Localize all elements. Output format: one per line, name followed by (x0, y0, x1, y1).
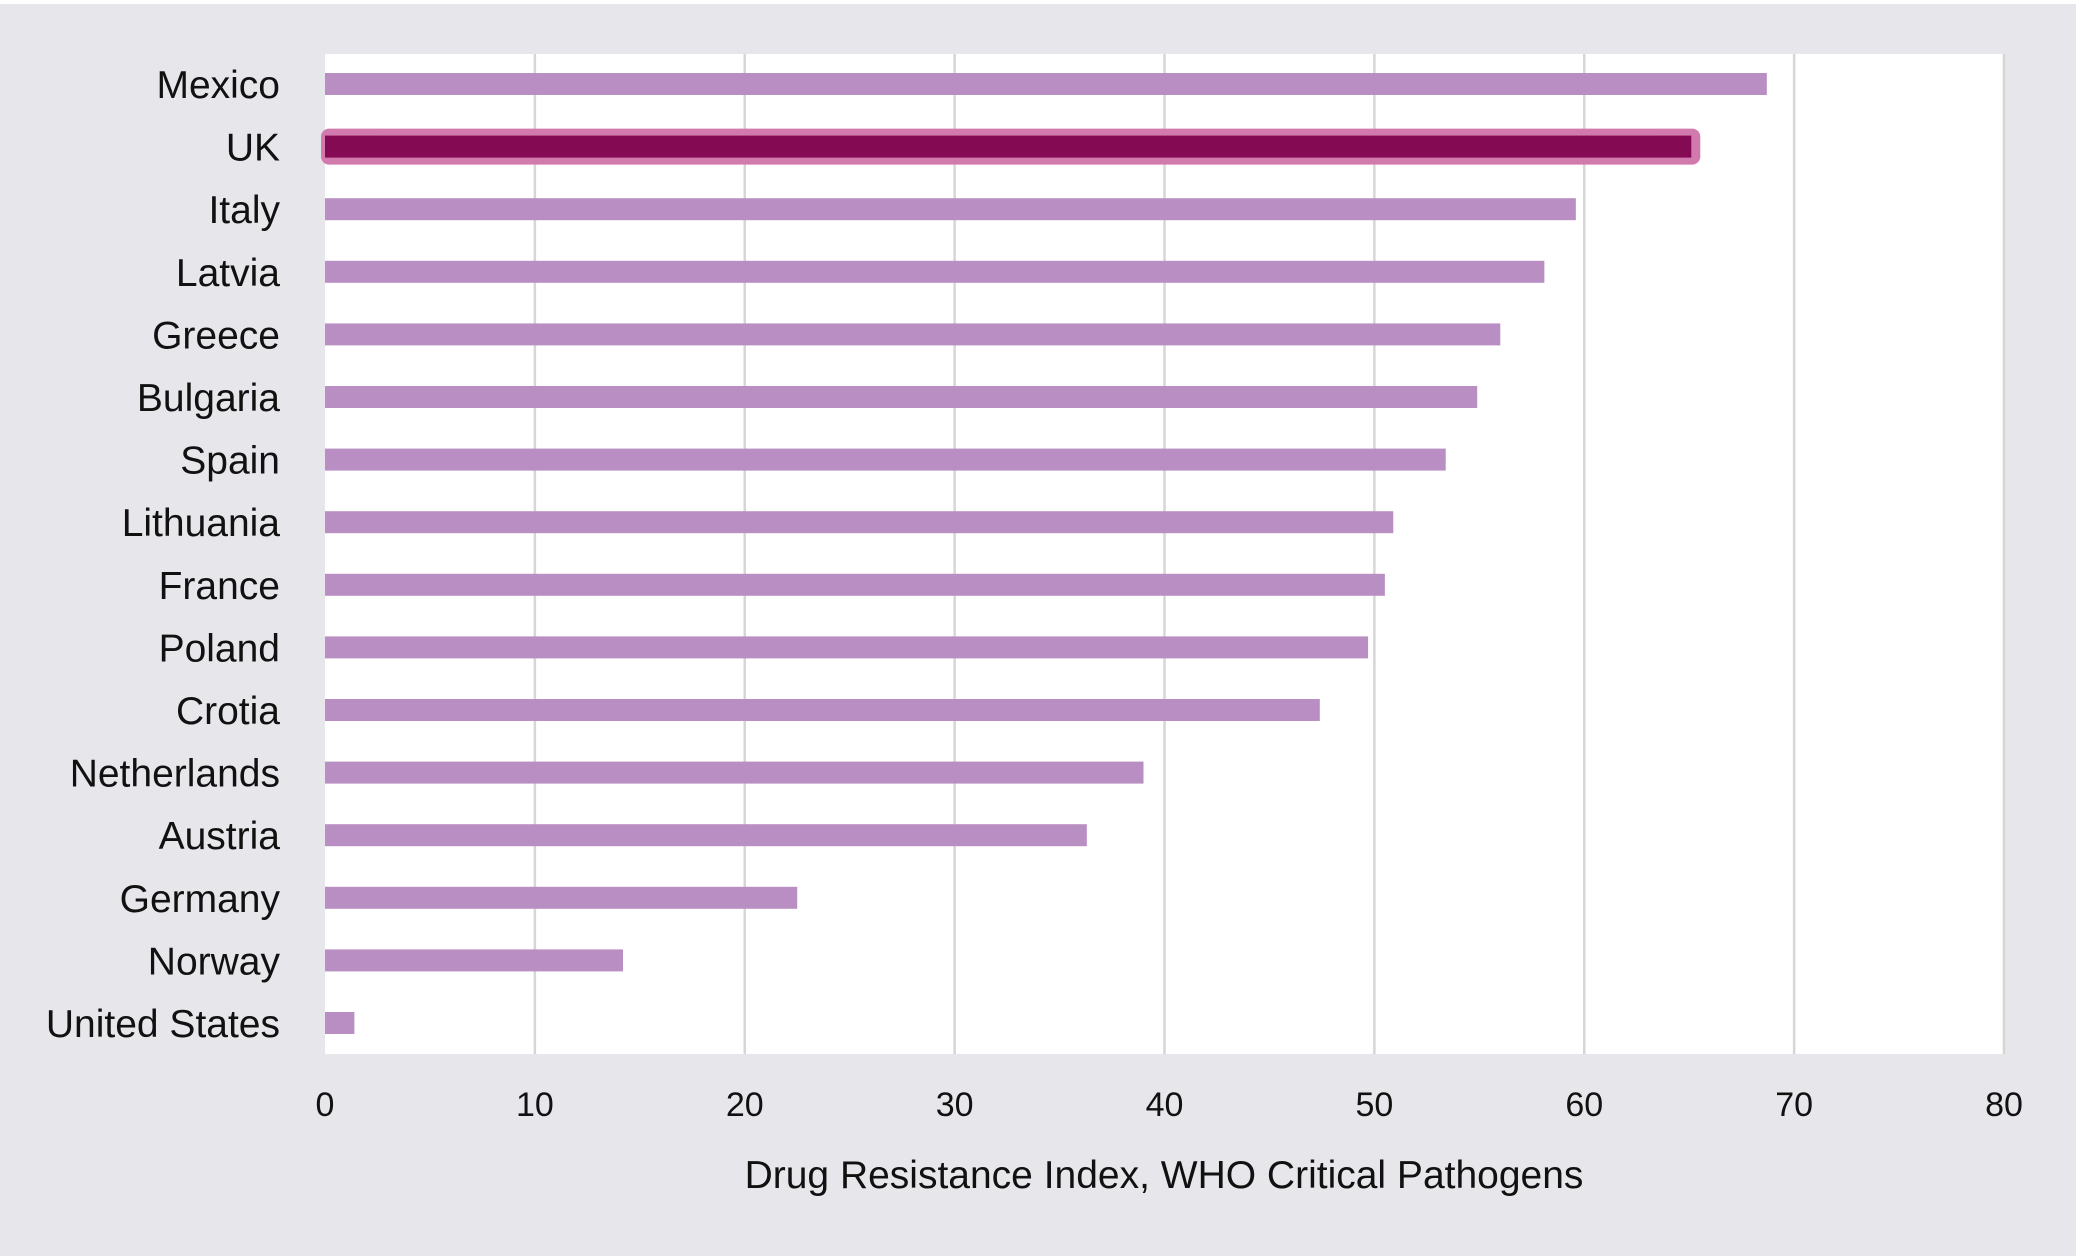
category-label-austria: Austria (159, 815, 281, 858)
category-label-spain: Spain (180, 440, 280, 483)
x-axis-title: Drug Resistance Index, WHO Critical Path… (745, 1154, 1584, 1197)
x-tick-label: 10 (516, 1086, 554, 1124)
bar-uk (325, 135, 1692, 158)
bar-greece (325, 323, 1501, 346)
category-label-netherlands: Netherlands (70, 753, 280, 796)
bar-spain (325, 448, 1446, 471)
category-label-lithuania: Lithuania (122, 502, 281, 545)
category-label-uk: UK (226, 127, 280, 170)
x-tick-label: 30 (936, 1086, 974, 1124)
category-label-crotia: Crotia (176, 690, 280, 733)
category-label-united-states: United States (46, 1003, 280, 1046)
bar-crotia (325, 699, 1320, 721)
bar-germany (325, 886, 798, 909)
bar-poland (325, 636, 1369, 659)
bar-austria (325, 824, 1087, 847)
category-label-italy: Italy (208, 189, 280, 232)
x-tick-label: 70 (1775, 1086, 1813, 1124)
category-label-norway: Norway (148, 940, 281, 983)
tick-labels: 0 10 20 30 40 50 60 70 80 (316, 1086, 2023, 1124)
bar-netherlands (325, 761, 1144, 784)
bar-united-states (325, 1012, 355, 1034)
bar-france (325, 573, 1385, 596)
bars (321, 73, 1767, 1034)
category-labels: Mexico UK Italy Latvia Greece Bulgaria Spain Li… (46, 64, 281, 1046)
x-tick-label: 20 (726, 1086, 764, 1124)
bar-latvia (325, 260, 1545, 283)
bar-mexico (325, 73, 1767, 95)
bar-italy (325, 198, 1576, 221)
x-tick-label: 80 (1985, 1086, 2023, 1124)
x-tick-label: 0 (316, 1086, 335, 1124)
bar-bulgaria (325, 386, 1478, 408)
category-label-france: France (159, 565, 280, 608)
category-label-bulgaria: Bulgaria (137, 377, 280, 420)
x-tick-label: 40 (1146, 1086, 1184, 1124)
category-label-greece: Greece (152, 314, 280, 357)
category-label-poland: Poland (159, 627, 280, 670)
bar-lithuania (325, 511, 1394, 534)
category-label-germany: Germany (120, 878, 281, 921)
bar-norway (325, 949, 624, 972)
category-label-latvia: Latvia (176, 252, 280, 295)
x-tick-label: 60 (1565, 1086, 1603, 1124)
gridlines (533, 54, 2006, 1054)
category-label-mexico: Mexico (156, 64, 280, 107)
x-tick-label: 50 (1355, 1086, 1393, 1124)
